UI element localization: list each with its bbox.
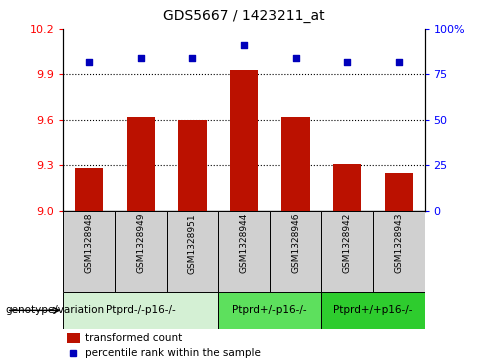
Text: Ptprd+/-p16-/-: Ptprd+/-p16-/-: [232, 305, 307, 315]
Point: [188, 55, 196, 61]
Bar: [270, 211, 322, 292]
Text: GSM1328942: GSM1328942: [343, 213, 352, 273]
Point: [292, 55, 300, 61]
Text: GSM1328946: GSM1328946: [291, 213, 300, 273]
Bar: [166, 211, 218, 292]
Bar: [218, 292, 322, 329]
Bar: [67, 333, 80, 343]
Text: GDS5667 / 1423211_at: GDS5667 / 1423211_at: [163, 9, 325, 23]
Bar: [115, 211, 166, 292]
Text: Ptprd-/-p16-/-: Ptprd-/-p16-/-: [106, 305, 176, 315]
Text: GSM1328948: GSM1328948: [85, 213, 94, 273]
Bar: [63, 292, 218, 329]
Bar: [178, 120, 206, 211]
Point: [137, 55, 145, 61]
Bar: [218, 211, 270, 292]
Text: GSM1328943: GSM1328943: [394, 213, 403, 273]
Point: [395, 59, 403, 65]
Bar: [63, 211, 115, 292]
Text: genotype/variation: genotype/variation: [5, 305, 104, 315]
Point: [85, 59, 93, 65]
Bar: [127, 117, 155, 211]
Text: GSM1328944: GSM1328944: [240, 213, 248, 273]
Point: [343, 59, 351, 65]
Text: GSM1328949: GSM1328949: [136, 213, 145, 273]
Bar: [385, 173, 413, 211]
Bar: [373, 211, 425, 292]
Bar: [322, 211, 373, 292]
Text: transformed count: transformed count: [85, 334, 183, 343]
Text: Ptprd+/+p16-/-: Ptprd+/+p16-/-: [333, 305, 413, 315]
Bar: [75, 168, 103, 211]
Bar: [230, 70, 258, 211]
Bar: [322, 292, 425, 329]
Bar: [282, 117, 310, 211]
Point: [240, 42, 248, 48]
Text: GSM1328951: GSM1328951: [188, 213, 197, 274]
Text: percentile rank within the sample: percentile rank within the sample: [85, 348, 261, 358]
Bar: [333, 164, 362, 211]
